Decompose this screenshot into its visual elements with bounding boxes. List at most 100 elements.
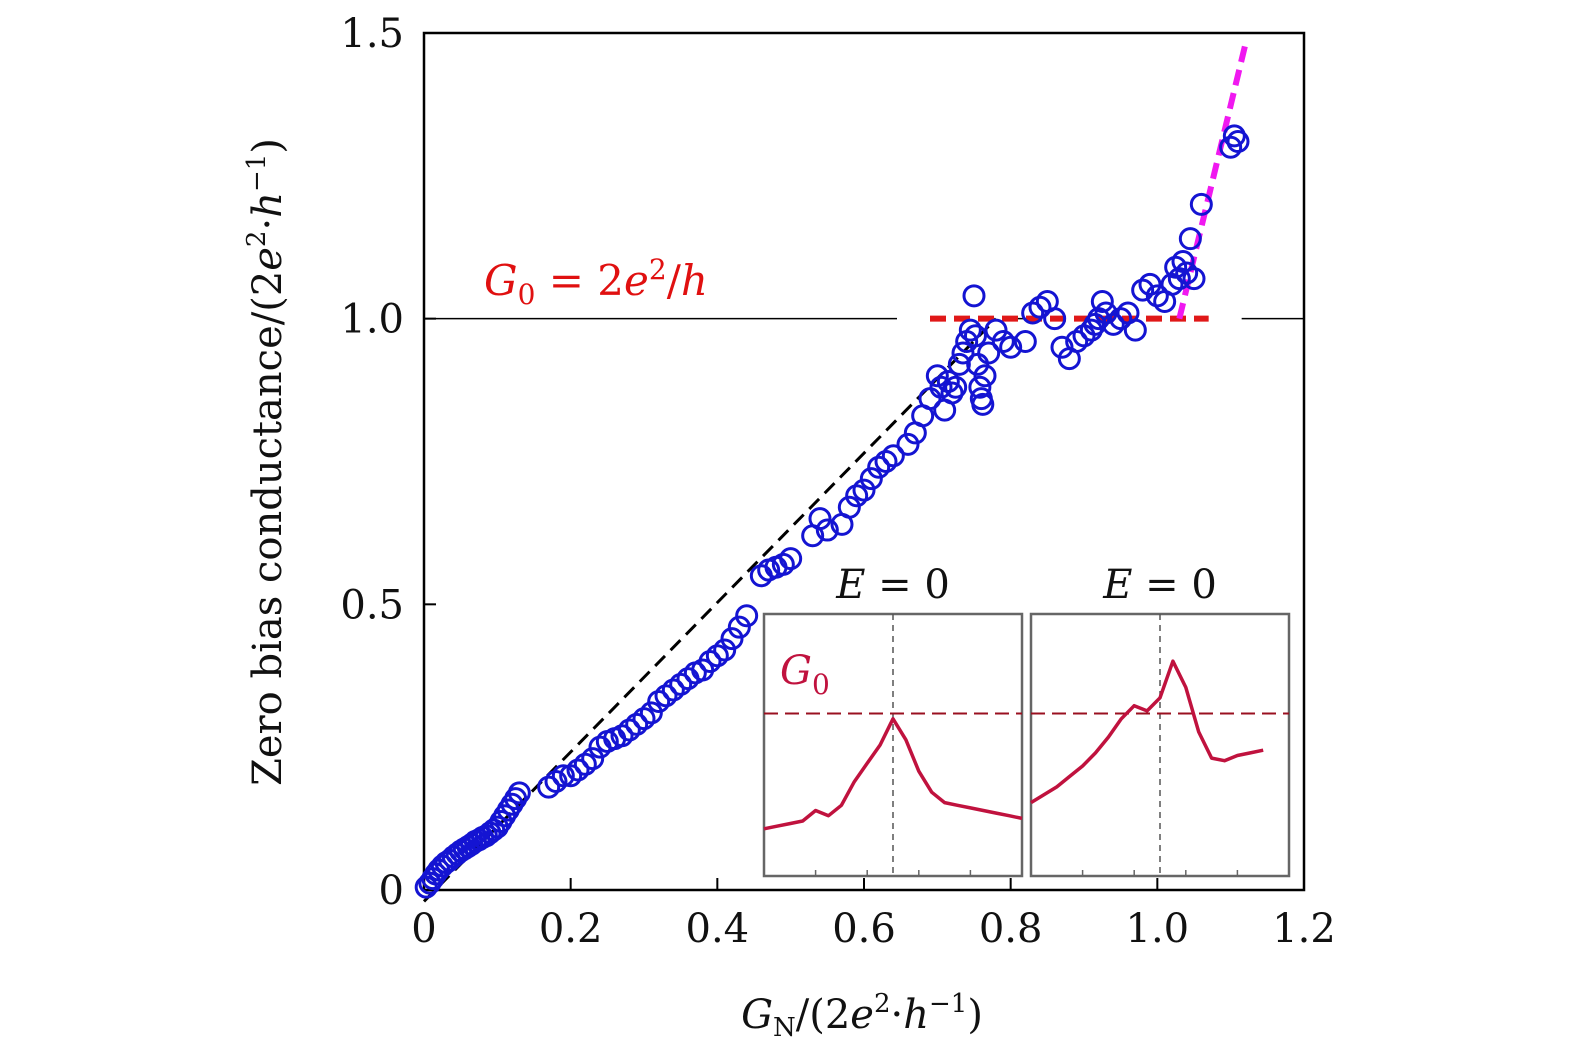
data-point bbox=[1167, 267, 1191, 291]
data-point bbox=[962, 284, 986, 308]
data-point bbox=[977, 341, 1001, 365]
inset-trace bbox=[763, 717, 1023, 831]
data-point bbox=[1087, 307, 1111, 331]
data-point bbox=[647, 689, 671, 713]
data-point bbox=[1065, 330, 1089, 354]
x-tick-label: 1.2 bbox=[1272, 906, 1336, 952]
data-point bbox=[779, 547, 803, 571]
data-point bbox=[544, 769, 568, 793]
data-point bbox=[1171, 250, 1195, 274]
data-point bbox=[654, 684, 678, 708]
data-point bbox=[1101, 312, 1125, 336]
y-tick-label: 0 bbox=[379, 868, 404, 914]
inset-frame bbox=[762, 612, 1024, 878]
data-point bbox=[958, 318, 982, 342]
data-point bbox=[1131, 278, 1155, 302]
inset-frame bbox=[1029, 612, 1291, 878]
data-point bbox=[1013, 330, 1037, 354]
data-point bbox=[852, 478, 876, 502]
data-point bbox=[929, 375, 953, 399]
main-plot: 0 0.2 0.4 0.6 0.8 1.0 1.2 0 0.5 1.0 1.5 bbox=[340, 11, 1335, 952]
x-tick-label: 1.0 bbox=[1126, 906, 1190, 952]
data-point bbox=[1028, 295, 1052, 319]
data-point bbox=[771, 552, 795, 576]
data-point bbox=[1182, 267, 1206, 291]
data-point bbox=[837, 495, 861, 519]
data-point bbox=[1219, 135, 1243, 159]
data-point bbox=[808, 507, 832, 531]
data-point bbox=[537, 775, 561, 799]
y-tick-label: 1.0 bbox=[340, 297, 404, 343]
data-point bbox=[947, 352, 971, 376]
data-point bbox=[1189, 192, 1213, 216]
data-point bbox=[963, 324, 987, 348]
data-point bbox=[573, 752, 597, 776]
data-point bbox=[815, 518, 839, 542]
data-point bbox=[566, 758, 590, 782]
data-point bbox=[551, 764, 575, 788]
data-point bbox=[1160, 272, 1184, 296]
data-point bbox=[859, 467, 883, 491]
x-tick-label: 0.2 bbox=[539, 906, 603, 952]
data-point bbox=[1050, 335, 1074, 359]
data-point bbox=[639, 701, 663, 725]
data-point bbox=[720, 627, 744, 651]
y-axis: 0 0.5 1.0 1.5 bbox=[340, 11, 436, 914]
x-axis-title: GN/(2e2·h−1) bbox=[741, 989, 983, 1043]
inset-title: E = 0 bbox=[1102, 562, 1217, 608]
data-point bbox=[1123, 318, 1147, 342]
data-point bbox=[661, 678, 685, 702]
x-tick-label: 0 bbox=[411, 906, 436, 952]
data-point bbox=[896, 432, 920, 456]
inset-trace bbox=[1030, 659, 1264, 805]
data-point bbox=[669, 672, 693, 696]
data-point bbox=[1138, 272, 1162, 296]
data-point bbox=[559, 764, 583, 788]
x-tick-label: 0.6 bbox=[832, 906, 896, 952]
inset-g0-label: G0 bbox=[780, 648, 830, 701]
y-tick-label: 1.5 bbox=[340, 11, 404, 57]
data-point bbox=[984, 318, 1008, 342]
data-point bbox=[713, 638, 737, 662]
data-point bbox=[951, 341, 975, 365]
data-point bbox=[727, 615, 751, 639]
inset-panel: E = 0 bbox=[1029, 562, 1291, 878]
data-point bbox=[632, 707, 656, 731]
data-point bbox=[1178, 227, 1202, 251]
x-tick-label: 0.4 bbox=[686, 906, 750, 952]
data-point bbox=[1090, 290, 1114, 314]
data-point bbox=[973, 364, 997, 388]
data-point bbox=[1021, 301, 1045, 325]
x-tick-label: 0.8 bbox=[979, 906, 1043, 952]
data-point bbox=[625, 712, 649, 736]
data-point bbox=[971, 392, 995, 416]
data-point bbox=[1043, 307, 1067, 331]
data-point bbox=[610, 724, 634, 748]
inset-panel: E = 0G0 bbox=[762, 562, 1024, 878]
inset-title: E = 0 bbox=[835, 562, 950, 608]
y-axis-title: Zero bias conductance/(2e2·h−1) bbox=[242, 138, 291, 786]
data-point bbox=[705, 644, 729, 668]
x-axis: 0 0.2 0.4 0.6 0.8 1.0 1.2 bbox=[411, 878, 1336, 952]
data-point bbox=[617, 718, 641, 742]
data-point bbox=[874, 450, 898, 473]
data-point bbox=[735, 604, 759, 628]
data-point bbox=[1175, 261, 1199, 285]
data-point bbox=[507, 781, 531, 805]
g0-annotation: G0 = 2e2/h bbox=[484, 253, 708, 311]
data-point bbox=[881, 444, 905, 468]
data-point bbox=[1226, 130, 1250, 154]
data-point bbox=[1094, 301, 1118, 325]
data-point bbox=[1145, 284, 1169, 308]
data-point bbox=[991, 330, 1015, 354]
data-point bbox=[968, 375, 992, 399]
data-point bbox=[944, 375, 968, 399]
data-point bbox=[925, 364, 949, 388]
data-point bbox=[936, 370, 960, 394]
data-point bbox=[698, 649, 722, 673]
data-point bbox=[1109, 307, 1133, 331]
data-point bbox=[581, 747, 605, 771]
data-point bbox=[867, 455, 891, 479]
